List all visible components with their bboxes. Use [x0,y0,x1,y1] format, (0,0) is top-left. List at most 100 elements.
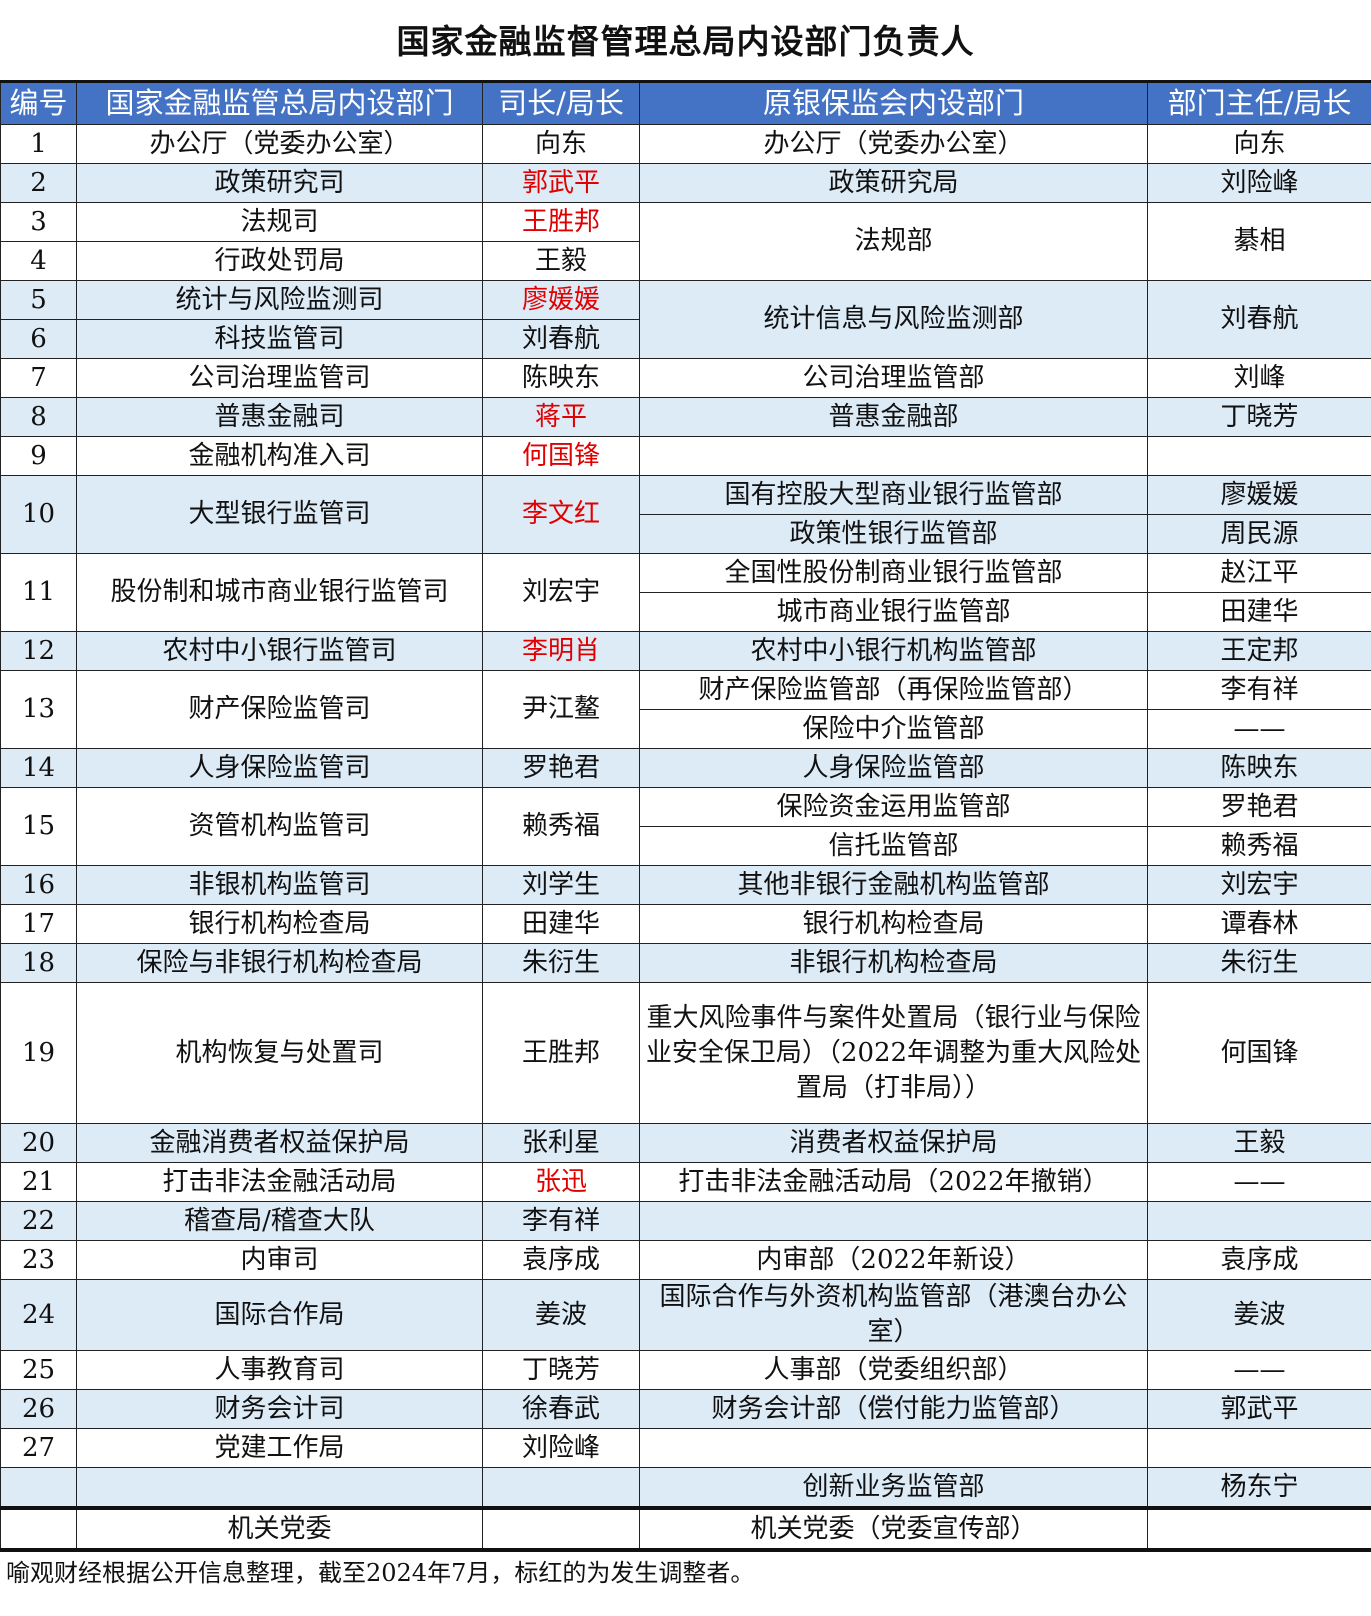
row-number: 15 [0,787,77,866]
row-number: 11 [0,553,77,632]
table-row: 15 资管机构监管司 赖秀福 保险资金运用监管部 罗艳君 [0,787,1371,866]
old-dept-head: —— [1147,1350,1371,1390]
new-dept-head: 罗艳君 [482,748,640,788]
table-row: 1 办公厅（党委办公室） 向东 办公厅（党委办公室） 向东 [0,124,1371,164]
new-dept-head: 尹江鳌 [482,670,640,749]
old-dept-name: 统计信息与风险监测部 [639,280,1148,359]
row-number: 4 [0,241,77,281]
row-number: 18 [0,943,77,983]
old-dept-head: 杨东宁 [1147,1467,1371,1509]
table-row: 7 公司治理监管司 陈映东 公司治理监管部 刘峰 [0,358,1371,398]
header-new-head: 司长/局长 [482,80,640,125]
header-old-head: 部门主任/局长 [1147,80,1371,125]
new-dept-name: 机关党委 [76,1506,483,1552]
row-number: 3 [0,202,77,242]
row-number: 9 [0,436,77,476]
header-number: 编号 [0,80,77,125]
old-dept-name: 全国性股份制商业银行监管部 [639,553,1148,593]
old-dept-name: 城市商业银行监管部 [639,592,1148,632]
new-dept-name: 财产保险监管司 [76,670,483,749]
new-dept-name: 公司治理监管司 [76,358,483,398]
old-dept-head: 何国锋 [1147,982,1371,1124]
new-dept-name: 人身保险监管司 [76,748,483,788]
old-dept-name: 创新业务监管部 [639,1467,1148,1509]
new-dept-head: 何国锋 [482,436,640,476]
old-dept-head: 刘宏宇 [1147,865,1371,905]
table-row: 10 大型银行监管司 李文红 国有控股大型商业银行监管部 廖媛媛 [0,475,1371,554]
header-row: 编号 国家金融监管总局内设部门 司长/局长 原银保监会内设部门 部门主任/局长 [0,80,1371,125]
old-dept-name: 其他非银行金融机构监管部 [639,865,1148,905]
old-dept-name: 普惠金融部 [639,397,1148,437]
new-dept-name: 党建工作局 [76,1428,483,1468]
row-number: 22 [0,1201,77,1241]
table-row: 8 普惠金融司 蒋平 普惠金融部 丁晓芳 [0,397,1371,437]
old-dept-name: 政策性银行监管部 [639,514,1148,554]
table-row: 4 行政处罚局 王毅 [0,241,1371,281]
table-row: 27 党建工作局 刘险峰 [0,1428,1371,1468]
new-dept-head: 李有祥 [482,1201,640,1241]
new-dept-head: 张利星 [482,1123,640,1163]
old-dept-head: —— [1147,1162,1371,1202]
row-number: 14 [0,748,77,788]
new-dept-name: 财务会计司 [76,1389,483,1429]
new-dept-head: 张迅 [482,1162,640,1202]
new-dept-name: 保险与非银行机构检查局 [76,943,483,983]
row-number: 7 [0,358,77,398]
row-number: 23 [0,1240,77,1280]
old-dept-head: 袁序成 [1147,1240,1371,1280]
old-dept-name: 公司治理监管部 [639,358,1148,398]
old-dept-name: 法规部 [639,202,1148,281]
new-dept-head: 赖秀福 [482,787,640,866]
new-dept-head: 陈映东 [482,358,640,398]
new-dept-name: 稽查局/稽查大队 [76,1201,483,1241]
old-dept-name: 财务会计部（偿付能力监管部） [639,1389,1148,1429]
old-dept-name: 保险中介监管部 [639,709,1148,749]
table-row: 16 非银机构监管司 刘学生 其他非银行金融机构监管部 刘宏宇 [0,865,1371,905]
old-dept-name: 政策研究局 [639,163,1148,203]
table-row: 26 财务会计司 徐春武 财务会计部（偿付能力监管部） 郭武平 [0,1389,1371,1429]
old-dept-name: 机关党委（党委宣传部） [639,1506,1148,1552]
new-dept-name: 政策研究司 [76,163,483,203]
old-dept-head: 朱衍生 [1147,943,1371,983]
row-number: 6 [0,319,77,359]
table-row: 机关党委 机关党委（党委宣传部） [0,1506,1371,1552]
old-dept-name: 打击非法金融活动局（2022年撤销） [639,1162,1148,1202]
table-row: 13 财产保险监管司 尹江鳌 财产保险监管部（再保险监管部） 李有祥 [0,670,1371,749]
old-dept-name: 办公厅（党委办公室） [639,124,1148,164]
old-dept-head: 刘春航 [1147,280,1371,359]
new-dept-head: 朱衍生 [482,943,640,983]
row-number [0,1467,77,1509]
new-dept-head: 郭武平 [482,163,640,203]
table-row: 19 机构恢复与处置司 王胜邦 重大风险事件与案件处置局（银行业与保险业安全保卫局）（… [0,982,1371,1124]
new-dept-name [76,1467,483,1509]
old-dept-head [1147,1201,1371,1241]
old-dept-name [639,1201,1148,1241]
new-dept-name: 人事教育司 [76,1350,483,1390]
new-dept-head: 廖媛媛 [482,280,640,320]
old-dept-head: 罗艳君 [1147,787,1371,827]
new-dept-name: 办公厅（党委办公室） [76,124,483,164]
table-row: 22 稽查局/稽查大队 李有祥 [0,1201,1371,1241]
new-dept-name: 非银机构监管司 [76,865,483,905]
old-dept-name: 非银行机构检查局 [639,943,1148,983]
new-dept-head: 向东 [482,124,640,164]
header-new-dept: 国家金融监管总局内设部门 [76,80,483,125]
new-dept-head: 徐春武 [482,1389,640,1429]
old-dept-name: 农村中小银行机构监管部 [639,631,1148,671]
new-dept-head: 王胜邦 [482,202,640,242]
old-dept-head: 郭武平 [1147,1389,1371,1429]
table-row: 25 人事教育司 丁晓芳 人事部（党委组织部） —— [0,1350,1371,1390]
table-row: 12 农村中小银行监管司 李明肖 农村中小银行机构监管部 王定邦 [0,631,1371,671]
old-dept-name: 银行机构检查局 [639,904,1148,944]
old-dept-name: 财产保险监管部（再保险监管部） [639,670,1148,710]
table-row: 23 内审司 袁序成 内审部（2022年新设） 袁序成 [0,1240,1371,1280]
table-row: 城市商业银行监管部 田建华 [1,592,1371,632]
new-dept-name: 法规司 [76,202,483,242]
old-dept-head: 陈映东 [1147,748,1371,788]
table-row: 创新业务监管部 杨东宁 [0,1467,1371,1509]
old-dept-name: 人事部（党委组织部） [639,1350,1148,1390]
source-note: 喻观财经根据公开信息整理，截至2024年7月，标红的为发生调整者。 [6,1559,755,1587]
row-number: 1 [0,124,77,164]
new-dept-name: 机构恢复与处置司 [76,982,483,1124]
new-dept-name: 银行机构检查局 [76,904,483,944]
